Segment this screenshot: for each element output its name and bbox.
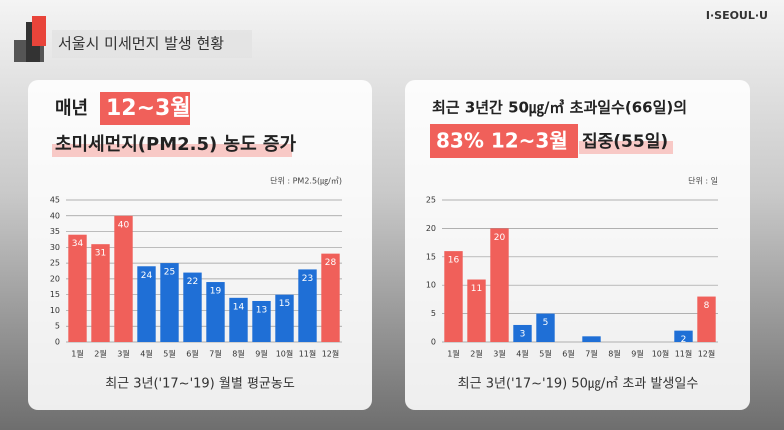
x-tick-label: 2월 — [470, 349, 482, 359]
x-tick-label: 11월 — [299, 349, 317, 359]
bar — [582, 336, 601, 342]
underline — [579, 141, 673, 154]
unit-label: 단위 : 일 — [688, 176, 718, 186]
headline: 최근 3년간 50㎍/㎥ 초과일수(66일)의 — [432, 99, 687, 118]
value-label: 25 — [164, 268, 175, 278]
x-tick-label: 7월 — [585, 349, 597, 359]
logo: I·SEOUL·U — [706, 9, 768, 22]
value-label: 34 — [72, 239, 84, 249]
bar — [160, 263, 179, 342]
bar — [536, 313, 555, 342]
y-tick-label: 35 — [50, 227, 60, 236]
value-label: 13 — [256, 305, 267, 315]
x-tick-label: 10월 — [652, 349, 670, 359]
bar — [490, 228, 509, 342]
bar — [467, 279, 486, 342]
y-tick-label: 15 — [426, 252, 436, 261]
value-label: 22 — [187, 277, 198, 287]
value-label: 16 — [448, 256, 460, 266]
x-tick-label: 6월 — [562, 349, 574, 359]
header-title: 서울시 미세먼지 발생 현황 — [58, 35, 224, 53]
bar — [68, 234, 87, 342]
headline-highlight: 83% 12~3월 — [436, 129, 568, 153]
x-tick-label: 8월 — [608, 349, 620, 359]
x-tick-label: 12월 — [698, 349, 716, 359]
value-label: 11 — [471, 284, 482, 294]
bar — [137, 266, 156, 342]
y-tick-label: 15 — [50, 290, 60, 299]
x-tick-label: 4월 — [516, 349, 528, 359]
value-label: 5 — [543, 318, 549, 328]
caption: 최근 3년('17~'19) 50㎍/㎥ 초과 발생일수 — [458, 377, 699, 392]
x-tick-label: 6월 — [186, 349, 198, 359]
bar — [321, 253, 340, 342]
y-tick-label: 45 — [50, 196, 60, 205]
header-band — [52, 30, 252, 58]
y-tick-label: 20 — [426, 224, 436, 233]
value-label: 24 — [141, 271, 153, 281]
value-label: 31 — [95, 249, 106, 259]
value-label: 3 — [520, 329, 526, 339]
bar — [114, 215, 133, 342]
value-label: 20 — [494, 233, 506, 243]
y-tick-label: 10 — [426, 281, 436, 290]
y-tick-label: 0 — [431, 338, 436, 347]
x-tick-label: 9월 — [255, 349, 267, 359]
bar — [298, 269, 317, 342]
value-label: 15 — [279, 299, 290, 309]
value-label: 14 — [233, 302, 245, 312]
headline: 매년 — [55, 98, 88, 119]
bar — [183, 272, 202, 342]
value-label: 19 — [210, 287, 222, 297]
value-label: 2 — [681, 335, 687, 345]
x-tick-label: 9월 — [631, 349, 643, 359]
x-tick-label: 3월 — [493, 349, 505, 359]
x-tick-label: 2월 — [94, 349, 106, 359]
highlight-box — [100, 92, 190, 125]
bar — [513, 324, 532, 342]
headline: 집중(55일) — [582, 132, 668, 152]
y-tick-label: 40 — [50, 211, 60, 220]
y-tick-label: 30 — [50, 243, 60, 252]
x-tick-label: 10월 — [276, 349, 294, 359]
x-tick-label: 7월 — [209, 349, 221, 359]
x-tick-label: 5월 — [539, 349, 551, 359]
value-label: 28 — [325, 258, 337, 268]
x-tick-label: 5월 — [163, 349, 175, 359]
headline-highlight: 12~3월 — [106, 96, 191, 121]
caption: 최근 3년('17~'19) 월별 평균농도 — [105, 377, 295, 392]
bar — [206, 282, 225, 342]
x-tick-label: 1월 — [71, 349, 83, 359]
x-tick-label: 12월 — [322, 349, 340, 359]
highlight-box — [430, 124, 578, 158]
bar — [91, 244, 110, 342]
y-tick-label: 10 — [50, 306, 60, 315]
bar — [252, 300, 271, 342]
value-label: 8 — [704, 301, 710, 311]
x-tick-label: 3월 — [117, 349, 129, 359]
value-label: 40 — [118, 220, 130, 230]
x-tick-label: 4월 — [140, 349, 152, 359]
x-tick-label: 1월 — [447, 349, 459, 359]
y-tick-label: 20 — [50, 274, 60, 283]
y-tick-label: 5 — [55, 322, 60, 331]
underline — [52, 144, 292, 157]
y-tick-label: 5 — [431, 309, 436, 318]
bar — [674, 330, 693, 342]
bar — [229, 297, 248, 342]
y-tick-label: 0 — [55, 338, 60, 347]
unit-label: 단위 : PM2.5(㎍/㎥) — [270, 176, 342, 187]
bar — [697, 296, 716, 342]
headline: 초미세먼지(PM2.5) 농도 증가 — [55, 134, 296, 155]
value-label: 23 — [302, 274, 313, 284]
x-tick-label: 11월 — [675, 349, 693, 359]
bar — [444, 251, 463, 342]
x-tick-label: 8월 — [232, 349, 244, 359]
y-tick-label: 25 — [50, 259, 60, 268]
bar — [275, 294, 294, 342]
header-icon — [14, 16, 46, 62]
y-tick-label: 25 — [426, 196, 436, 205]
